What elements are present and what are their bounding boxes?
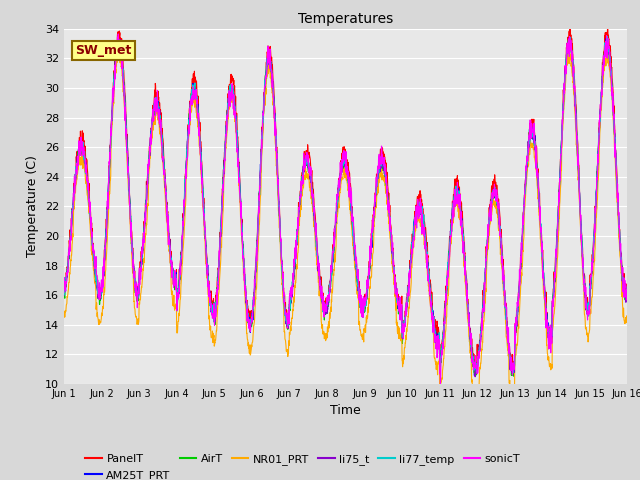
X-axis label: Time: Time (330, 405, 361, 418)
Text: SW_met: SW_met (76, 44, 132, 57)
Legend: PanelT, AM25T_PRT, AirT, NR01_PRT, li75_t, li77_temp, sonicT: PanelT, AM25T_PRT, AirT, NR01_PRT, li75_… (81, 450, 525, 480)
Title: Temperatures: Temperatures (298, 12, 393, 26)
Y-axis label: Temperature (C): Temperature (C) (26, 156, 39, 257)
